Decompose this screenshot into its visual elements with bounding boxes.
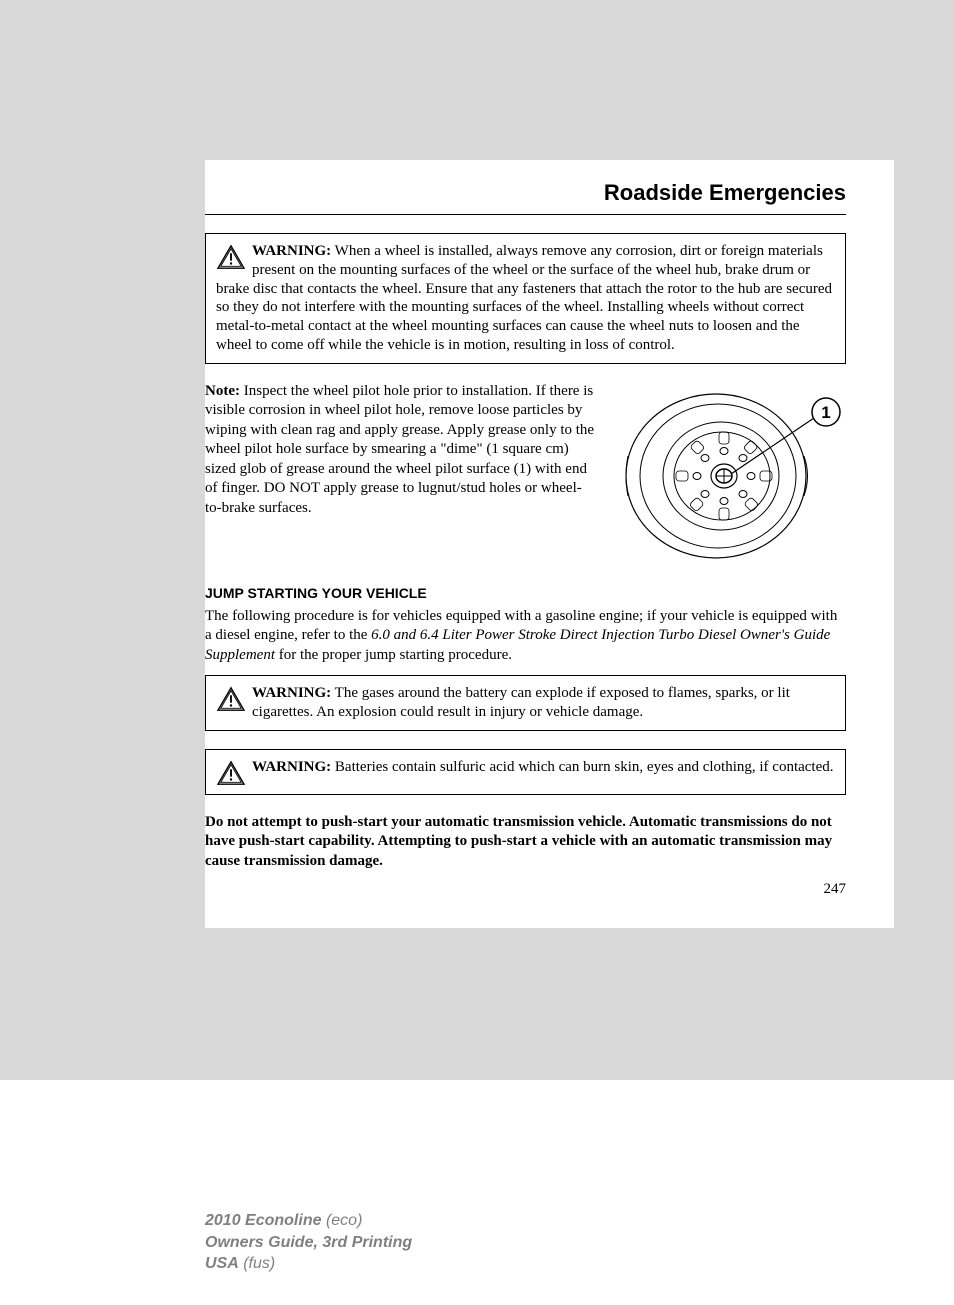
- warning-label: WARNING:: [252, 243, 331, 259]
- page-number: 247: [205, 881, 846, 898]
- warning-triangle-icon: [216, 686, 246, 712]
- warning-box-2: WARNING: The gases around the battery ca…: [205, 675, 846, 731]
- callout-number: 1: [821, 403, 830, 422]
- note-label: Note:: [205, 383, 240, 399]
- warning-triangle-icon: [216, 244, 246, 270]
- warning-box-1: WARNING: When a wheel is installed, alwa…: [205, 233, 846, 364]
- warning-text: Batteries contain sulfuric acid which ca…: [335, 759, 834, 775]
- footer-line-3: USA (fus): [205, 1253, 954, 1275]
- section-title: Roadside Emergencies: [205, 180, 846, 215]
- footer: 2010 Econoline (eco) Owners Guide, 3rd P…: [0, 1080, 954, 1305]
- body-paragraph-1: The following procedure is for vehicles …: [205, 607, 846, 666]
- wheel-diagram: 1: [616, 382, 846, 571]
- page-background: Roadside Emergencies WARNING: When a whe…: [0, 0, 954, 1080]
- footer-eco: (eco): [322, 1212, 363, 1229]
- subsection-title: JUMP STARTING YOUR VEHICLE: [205, 585, 846, 601]
- warning-text: The gases around the battery can explode…: [252, 685, 790, 720]
- warning-box-3: WARNING: Batteries contain sulfuric acid…: [205, 749, 846, 795]
- body1-text2: for the proper jump starting procedure.: [275, 647, 512, 663]
- warning-label: WARNING:: [252, 685, 331, 701]
- warning-text: When a wheel is installed, always remove…: [216, 243, 832, 353]
- footer-line-1: 2010 Econoline (eco): [205, 1210, 954, 1232]
- warning-triangle-icon: [216, 760, 246, 786]
- note-section: Note: Inspect the wheel pilot hole prior…: [205, 382, 846, 571]
- content-area: Roadside Emergencies WARNING: When a whe…: [205, 160, 894, 928]
- footer-fus: (fus): [239, 1255, 275, 1272]
- warning-label: WARNING:: [252, 759, 331, 775]
- wheel-illustration: 1: [616, 386, 846, 566]
- note-body: Inspect the wheel pilot hole prior to in…: [205, 383, 594, 516]
- bold-paragraph: Do not attempt to push-start your automa…: [205, 813, 846, 872]
- footer-usa: USA: [205, 1255, 239, 1272]
- footer-model: 2010 Econoline: [205, 1212, 322, 1229]
- note-text-column: Note: Inspect the wheel pilot hole prior…: [205, 382, 596, 571]
